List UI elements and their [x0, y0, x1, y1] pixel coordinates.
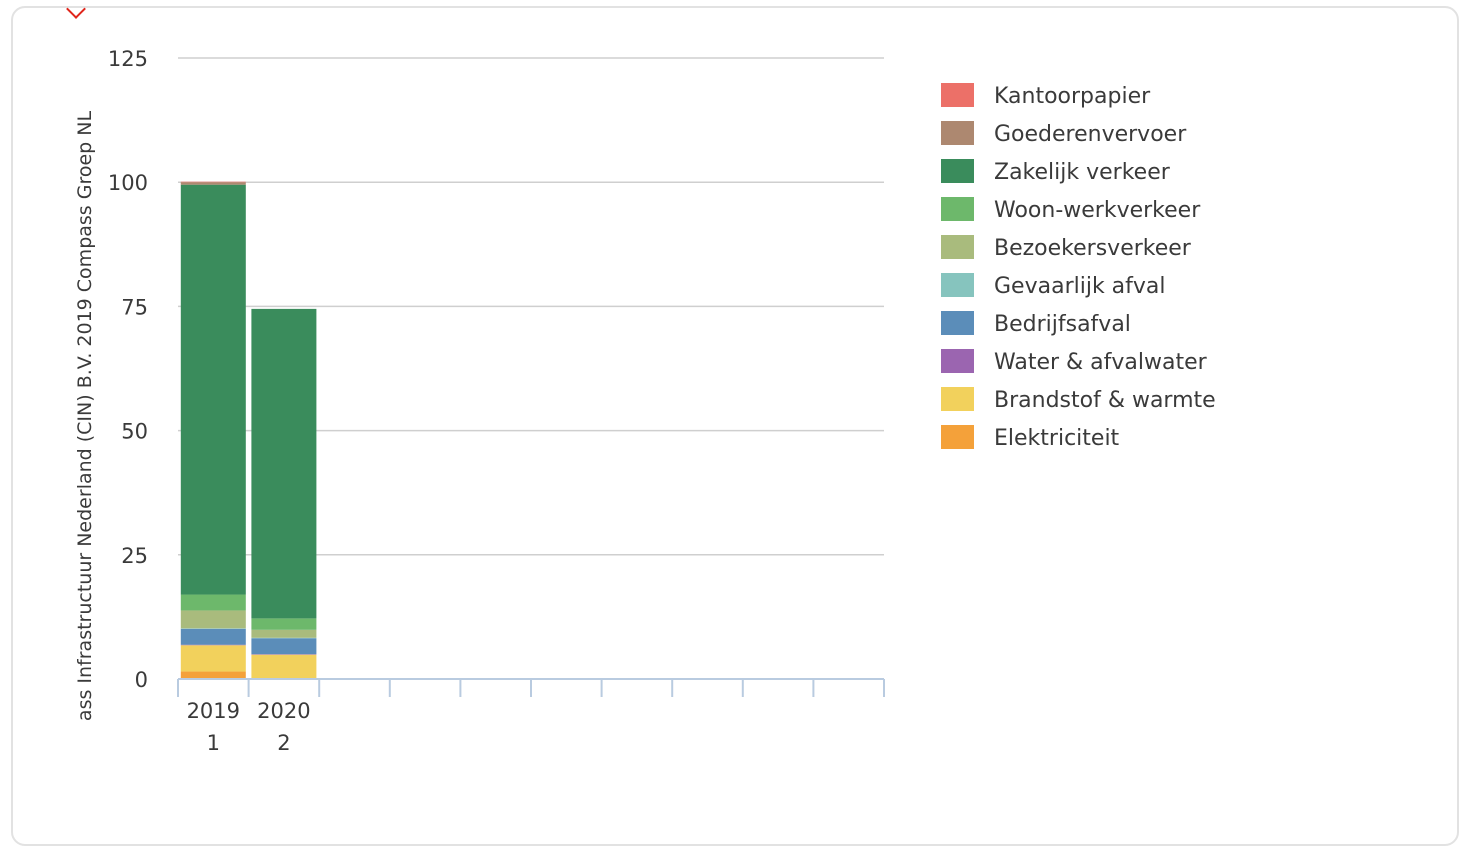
legend-swatch — [941, 425, 974, 449]
bar-segment — [181, 185, 246, 595]
y-tick-label: 100 — [108, 171, 148, 195]
x-tick-label: 2020 — [257, 699, 310, 723]
legend-swatch — [941, 197, 974, 221]
legend-swatch — [941, 273, 974, 297]
y-axis-title: ass Infrastructuur Nederland (CIN) B.V. … — [74, 111, 96, 722]
legend-label: Water & afvalwater — [994, 350, 1208, 375]
bar-segment — [181, 645, 246, 671]
y-tick-label: 50 — [121, 420, 148, 444]
legend-label: Bezoekersverkeer — [994, 236, 1192, 261]
legend-swatch — [941, 311, 974, 335]
legend-label: Kantoorpapier — [994, 84, 1151, 109]
legend: Kantoorpapier Goederenvervoer Zakelijk ver… — [941, 83, 1216, 451]
bar-segment — [251, 638, 316, 654]
bar-segment — [181, 672, 246, 679]
x-tick-sublabel: 2 — [277, 731, 290, 755]
legend-swatch — [941, 83, 974, 107]
legend-label: Gevaarlijk afval — [994, 274, 1166, 299]
legend-label: Brandstof & warmte — [994, 388, 1216, 413]
y-tick-label: 0 — [135, 668, 148, 692]
y-tick-label: 25 — [121, 544, 148, 568]
legend-label: Zakelijk verkeer — [994, 160, 1171, 185]
legend-swatch — [941, 121, 974, 145]
legend-swatch — [941, 235, 974, 259]
legend-swatch — [941, 387, 974, 411]
x-tick-label: 2019 — [187, 699, 240, 723]
legend-label: Goederenvervoer — [994, 122, 1187, 147]
legend-swatch — [941, 159, 974, 183]
bar-segment — [181, 595, 246, 611]
legend-label: Bedrijfsafval — [994, 312, 1131, 337]
legend-label: Woon-werkverkeer — [994, 198, 1201, 223]
bar-segment — [181, 182, 246, 184]
bar-segment — [251, 630, 316, 638]
y-tick-label: 75 — [121, 295, 148, 319]
legend-swatch — [941, 349, 974, 373]
stacked-bar-chart: 0 25 50 75 100 125 2019 1 2020 2 Kantoorpapier Goe… — [0, 0, 1461, 815]
y-tick-label: 125 — [108, 47, 148, 71]
bar-segment — [251, 618, 316, 629]
x-tick-sublabel: 1 — [207, 731, 220, 755]
bar-segment — [181, 610, 246, 628]
bar-segment — [251, 309, 316, 619]
bar-segment — [181, 629, 246, 645]
bar-segment — [251, 655, 316, 679]
legend-label: Elektriciteit — [994, 426, 1120, 451]
